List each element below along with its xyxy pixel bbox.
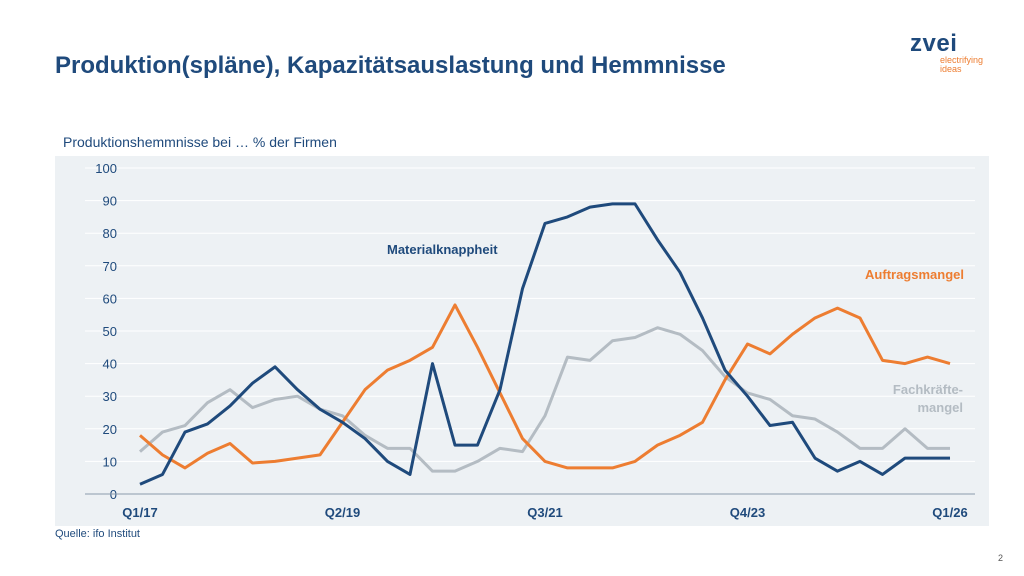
x-tick-label: Q2/19 xyxy=(325,505,360,520)
series-label-materialknappheit: Materialknappheit xyxy=(387,242,498,257)
series-label-auftragsmangel: Auftragsmangel xyxy=(865,267,964,282)
logo-wordmark: zvei xyxy=(910,30,958,57)
series-line-fachkraeftemangel xyxy=(139,326,950,473)
zvei-logo: zvei electrifying ideas xyxy=(910,32,1000,74)
y-tick-label: 90 xyxy=(103,194,117,209)
logo-tagline: electrifying ideas xyxy=(940,55,984,74)
series-label-fachkraeftemangel: mangel xyxy=(917,400,963,415)
page-number: 2 xyxy=(998,553,1004,563)
y-tick-label: 60 xyxy=(103,291,117,306)
series-line-materialknappheit xyxy=(139,202,950,486)
y-tick-label: 70 xyxy=(103,259,117,274)
y-tick-label: 50 xyxy=(103,324,117,339)
x-tick-label: Q4/23 xyxy=(730,505,765,520)
page-title: Produktion(spläne), Kapazitätsauslastung… xyxy=(55,52,726,79)
y-tick-label: 100 xyxy=(95,161,117,176)
y-tick-label: 30 xyxy=(103,389,117,404)
y-tick-label: 10 xyxy=(103,454,117,469)
series-line-auftragsmangel xyxy=(139,303,951,470)
chart-title: Produktionshemmnisse bei … % der Firmen xyxy=(63,134,337,150)
series-label-fachkraeftemangel: Fachkräfte- xyxy=(893,382,963,397)
source-note: Quelle: ifo Institut xyxy=(55,528,140,540)
x-tick-label: Q3/21 xyxy=(527,505,562,520)
x-tick-label: Q1/17 xyxy=(122,505,157,520)
x-tick-label: Q1/26 xyxy=(932,505,967,520)
y-tick-label: 80 xyxy=(103,226,117,241)
y-tick-label: 40 xyxy=(103,357,117,372)
plot-area xyxy=(55,156,989,526)
y-tick-label: 20 xyxy=(103,422,117,437)
